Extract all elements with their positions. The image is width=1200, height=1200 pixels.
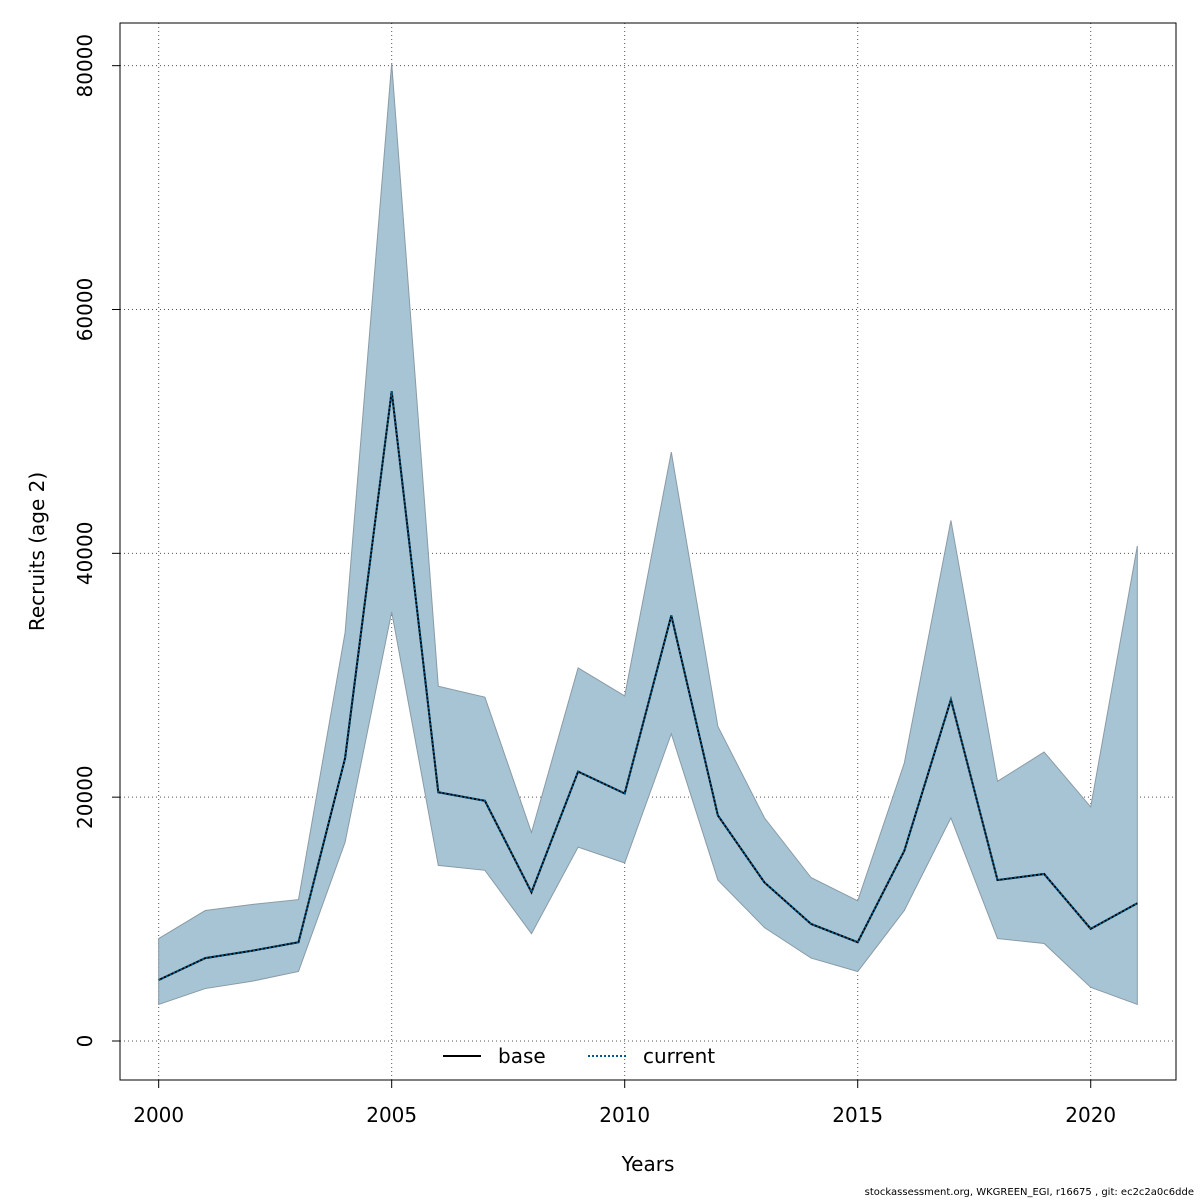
y-tick-label: 20000 [73,765,97,829]
confidence-band [158,63,1138,1006]
y-tick-label: 40000 [73,522,97,586]
y-tick-label: 60000 [73,278,97,342]
y-tick-label: 0 [73,1035,97,1048]
x-axis-title: Years [621,1152,675,1176]
x-tick-label: 2020 [1065,1103,1116,1127]
legend: base current [443,1044,715,1068]
x-tick-label: 2005 [366,1103,417,1127]
legend-current-label: current [643,1044,715,1068]
x-tick-label: 2015 [832,1103,883,1127]
legend-base-label: base [498,1044,546,1068]
y-tick-label: 80000 [73,34,97,98]
x-tick-label: 2010 [599,1103,650,1127]
y-axis: 0 20000 40000 60000 80000 [73,34,121,1048]
x-tick-label: 2000 [133,1103,184,1127]
x-axis: 2000 2005 2010 2015 2020 [133,1079,1116,1127]
series-lines [158,391,1138,981]
footer-credit: stockassessment.org, WKGREEN_EGI, r16675… [864,1187,1194,1198]
series-line-current [158,391,1138,981]
y-axis-title: Recruits (age 2) [25,472,49,631]
